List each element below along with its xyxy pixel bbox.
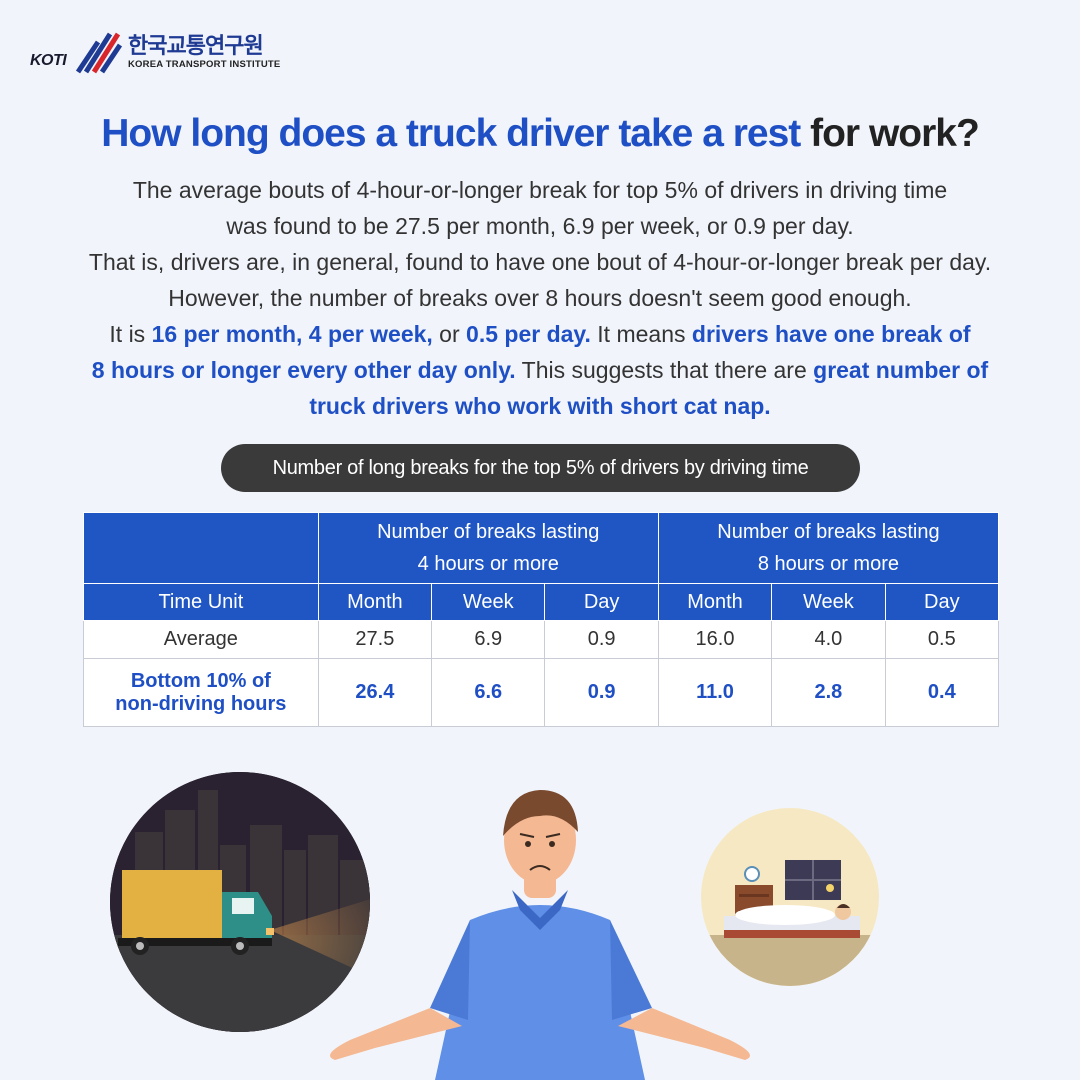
group-header-8h: Number of breaks lasting 8 hours or more bbox=[657, 512, 1000, 584]
row-label-line: Bottom 10% of bbox=[130, 669, 271, 692]
para-line-4: However, the number of breaks over 8 hou… bbox=[168, 285, 912, 311]
col-header: Day bbox=[884, 583, 1000, 621]
koti-stripes-icon bbox=[75, 32, 123, 74]
col-header-time-unit: Time Unit bbox=[83, 583, 319, 621]
group-header-line: Number of breaks lasting bbox=[717, 521, 940, 543]
para-line-7: truck drivers who work with short cat na… bbox=[309, 393, 771, 419]
sleeping-person-icon bbox=[701, 808, 879, 986]
para-line-2: was found to be 27.5 per month, 6.9 per … bbox=[226, 213, 854, 239]
logo-english-name: KOREA TRANSPORT INSTITUTE bbox=[128, 58, 281, 70]
row-label: Bottom 10% of non-driving hours bbox=[83, 658, 319, 727]
row-label: Average bbox=[83, 620, 319, 659]
col-header: Month bbox=[317, 583, 433, 621]
para-text: or bbox=[432, 321, 467, 347]
col-header: Week bbox=[431, 583, 546, 621]
para-highlight: 16 per month, 4 per week, bbox=[151, 321, 433, 347]
para-text: It is bbox=[109, 321, 152, 347]
col-header: Day bbox=[544, 583, 659, 621]
para-text: It means bbox=[590, 321, 692, 347]
table-cell: 11.0 bbox=[657, 658, 773, 727]
col-header: Week bbox=[771, 583, 886, 621]
page-title: How long does a truck driver take a rest… bbox=[0, 112, 1080, 156]
worried-man-icon bbox=[330, 790, 750, 1080]
table-cell: 0.9 bbox=[544, 620, 659, 659]
table-cell: 26.4 bbox=[317, 658, 433, 727]
para-highlight: 0.5 per day. bbox=[466, 321, 591, 347]
table-cell: 27.5 bbox=[317, 620, 433, 659]
table-cell: 16.0 bbox=[657, 620, 773, 659]
group-header-line: 4 hours or more bbox=[417, 553, 559, 575]
row-label-line: non-driving hours bbox=[115, 692, 287, 715]
table-row: Average 27.5 6.9 0.9 16.0 4.0 0.5 bbox=[83, 620, 1000, 659]
group-header-line: Number of breaks lasting bbox=[377, 521, 600, 543]
illustration-scene bbox=[110, 772, 879, 1080]
para-line-6: 8 hours or longer every other day only. … bbox=[40, 352, 1040, 388]
table-cell: 2.8 bbox=[771, 658, 886, 727]
table-cell: 4.0 bbox=[771, 620, 886, 659]
table-title-pill: Number of long breaks for the top 5% of … bbox=[221, 444, 860, 492]
night-truck-icon bbox=[110, 772, 370, 1032]
group-header-line: 8 hours or more bbox=[757, 553, 899, 575]
breaks-table: Number of breaks lasting 4 hours or more… bbox=[83, 512, 1000, 727]
logo-korean-name: 한국교통연구원 bbox=[128, 33, 264, 59]
table-cell: 6.6 bbox=[431, 658, 546, 727]
para-line-5: It is 16 per month, 4 per week, or 0.5 p… bbox=[40, 316, 1040, 352]
para-highlight: drivers have one break of bbox=[691, 321, 971, 347]
koti-logo-mark: KOTI bbox=[30, 28, 123, 76]
table-cell: 6.9 bbox=[431, 620, 546, 659]
table-cell: 0.9 bbox=[544, 658, 659, 727]
table-cell: 0.5 bbox=[884, 620, 1000, 659]
para-line-1: The average bouts of 4-hour-or-longer br… bbox=[132, 177, 948, 203]
title-highlight: How long does a truck driver take a rest bbox=[101, 112, 801, 155]
intro-paragraph: The average bouts of 4-hour-or-longer br… bbox=[40, 172, 1040, 424]
koti-wordmark: KOTI bbox=[30, 52, 67, 69]
table-corner-cell bbox=[83, 512, 319, 584]
col-header: Month bbox=[657, 583, 773, 621]
table-row: Bottom 10% of non-driving hours 26.4 6.6… bbox=[83, 658, 1000, 727]
para-highlight: 8 hours or longer every other day only. bbox=[91, 357, 516, 383]
koti-logo: KOTI 한국교통연구원 KOREA TRANSPORT INSTITUTE bbox=[30, 28, 280, 76]
title-rest: for work? bbox=[800, 112, 980, 155]
para-text: This suggests that there are bbox=[515, 357, 814, 383]
para-highlight: great number of bbox=[813, 357, 989, 383]
table-cell: 0.4 bbox=[884, 658, 1000, 727]
group-header-4h: Number of breaks lasting 4 hours or more bbox=[317, 512, 659, 584]
para-line-3: That is, drivers are, in general, found … bbox=[88, 249, 992, 275]
